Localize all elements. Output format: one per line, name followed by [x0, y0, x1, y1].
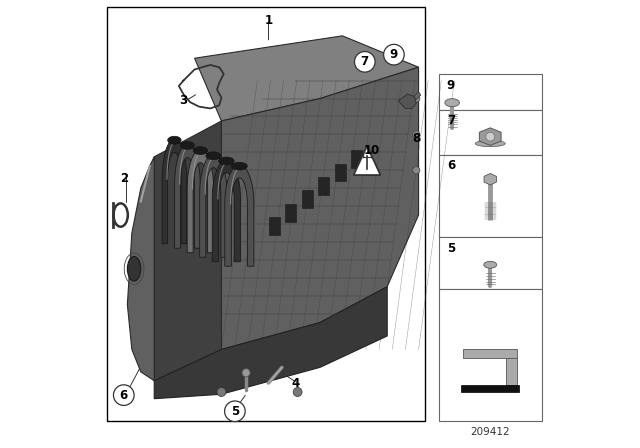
Text: 8: 8 [412, 132, 420, 146]
Ellipse shape [206, 152, 221, 160]
Ellipse shape [180, 142, 195, 150]
Circle shape [225, 401, 245, 422]
Ellipse shape [484, 261, 497, 268]
Ellipse shape [475, 140, 506, 146]
Circle shape [413, 167, 420, 174]
Text: 5: 5 [231, 405, 239, 418]
Text: 9: 9 [390, 48, 398, 61]
Ellipse shape [445, 99, 460, 107]
Ellipse shape [219, 157, 234, 165]
Polygon shape [398, 94, 417, 108]
Polygon shape [175, 144, 200, 248]
Polygon shape [187, 149, 214, 253]
Polygon shape [463, 349, 517, 358]
Polygon shape [127, 157, 154, 381]
Polygon shape [162, 139, 187, 244]
Bar [439, 155, 541, 237]
Circle shape [486, 132, 495, 141]
Circle shape [293, 388, 302, 396]
Text: 2: 2 [120, 172, 128, 185]
Ellipse shape [168, 136, 181, 144]
Circle shape [383, 44, 404, 65]
Ellipse shape [127, 256, 141, 281]
Bar [439, 237, 541, 289]
Polygon shape [154, 121, 221, 381]
Bar [351, 150, 362, 168]
Bar [301, 190, 313, 208]
Polygon shape [195, 36, 419, 121]
Bar [318, 177, 330, 195]
Ellipse shape [231, 162, 248, 170]
Text: 209412: 209412 [470, 427, 510, 437]
Polygon shape [200, 155, 227, 257]
Polygon shape [506, 358, 517, 385]
Text: 3: 3 [179, 94, 188, 108]
Polygon shape [154, 287, 387, 399]
Bar [108, 7, 425, 421]
Bar [439, 289, 541, 421]
Text: 9: 9 [447, 78, 455, 92]
Text: 5: 5 [447, 242, 455, 255]
Polygon shape [212, 160, 241, 262]
Circle shape [355, 52, 375, 72]
Circle shape [217, 388, 226, 396]
Polygon shape [353, 146, 380, 175]
Circle shape [113, 385, 134, 405]
Polygon shape [479, 128, 501, 146]
Polygon shape [484, 173, 497, 185]
Circle shape [242, 369, 250, 377]
Circle shape [413, 131, 420, 138]
Text: 4: 4 [291, 376, 300, 390]
Text: 6: 6 [120, 388, 128, 402]
Bar [461, 385, 520, 392]
Text: 6: 6 [447, 159, 455, 172]
Polygon shape [414, 92, 421, 99]
Polygon shape [221, 67, 419, 349]
Bar [335, 164, 346, 181]
Text: 10: 10 [364, 143, 380, 157]
Bar [285, 204, 296, 222]
Polygon shape [225, 165, 254, 266]
Circle shape [413, 95, 420, 102]
Bar [439, 74, 541, 110]
Text: 7: 7 [361, 55, 369, 69]
Text: 1: 1 [264, 13, 273, 27]
Bar [439, 110, 541, 155]
Bar [269, 217, 280, 235]
Ellipse shape [193, 146, 207, 155]
Text: 7: 7 [447, 114, 455, 128]
